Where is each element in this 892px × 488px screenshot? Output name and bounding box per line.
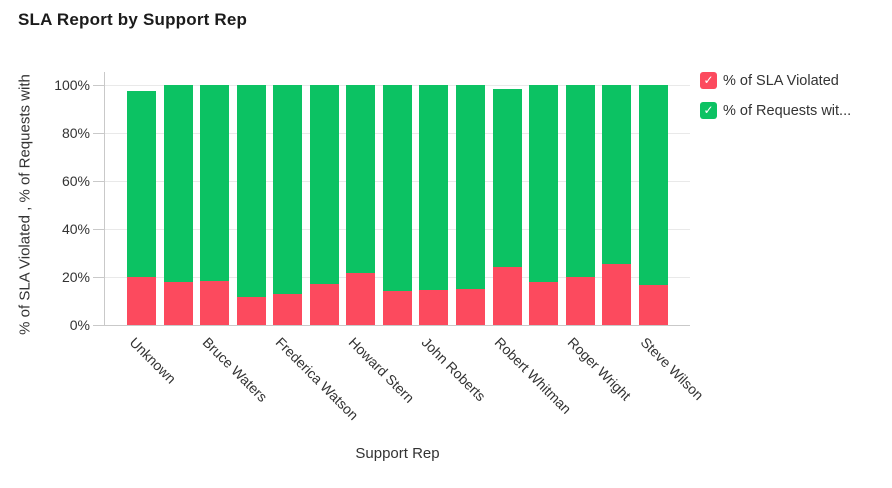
- y-tick-label: 60%: [61, 173, 90, 189]
- bar-segment-requests-within[interactable]: [602, 85, 632, 264]
- legend-label: % of Requests wit...: [723, 102, 852, 119]
- x-axis-line: [105, 324, 690, 326]
- bar-segment-sla-violated[interactable]: [127, 277, 156, 325]
- bar-segment-sla-violated[interactable]: [163, 281, 193, 325]
- bar-segment-sla-violated[interactable]: [346, 273, 376, 325]
- bar-segment-requests-within[interactable]: [492, 88, 522, 268]
- bar-group[interactable]: [602, 85, 632, 325]
- bar-segment-sla-violated[interactable]: [236, 297, 266, 325]
- bar-segment-sla-violated[interactable]: [638, 285, 668, 325]
- plot-area: [105, 85, 690, 325]
- bar-group[interactable]: [565, 85, 595, 325]
- y-tick-label: 80%: [61, 125, 90, 141]
- legend-checkbox-icon[interactable]: ✓: [700, 72, 717, 89]
- bar-segment-sla-violated[interactable]: [455, 289, 485, 325]
- bar-segment-requests-within[interactable]: [455, 85, 485, 289]
- bar-segment-sla-violated[interactable]: [309, 284, 339, 325]
- bar-segment-sla-violated[interactable]: [200, 280, 230, 325]
- y-tick-label: 100%: [54, 77, 90, 93]
- legend-checkbox-icon[interactable]: ✓: [700, 102, 717, 119]
- bar-segment-sla-violated[interactable]: [492, 267, 522, 325]
- legend-item-sla-violated[interactable]: ✓ % of SLA Violated: [700, 72, 851, 89]
- bar-segment-sla-violated[interactable]: [602, 263, 632, 325]
- y-axis-tick: [93, 228, 105, 230]
- bar-segment-requests-within[interactable]: [236, 85, 266, 298]
- bar-segment-requests-within[interactable]: [163, 85, 193, 282]
- bar-segment-requests-within[interactable]: [419, 85, 449, 291]
- y-axis-tick: [93, 132, 105, 134]
- bar-segment-sla-violated[interactable]: [565, 277, 595, 325]
- bar-segment-requests-within[interactable]: [638, 85, 668, 286]
- bar-segment-sla-violated[interactable]: [382, 291, 412, 325]
- x-tick-label: Robert Whitman: [491, 334, 575, 417]
- x-tick-label: Unknown: [126, 334, 179, 387]
- bar-group[interactable]: [529, 85, 559, 325]
- y-tick-label: 0%: [69, 317, 90, 333]
- y-axis-tick: [93, 180, 105, 182]
- x-tick-label: Roger Wright: [564, 334, 635, 404]
- y-tick-label: 40%: [61, 221, 90, 237]
- bar-segment-requests-within[interactable]: [346, 85, 376, 274]
- bar-segment-sla-violated[interactable]: [419, 290, 449, 325]
- legend: ✓ % of SLA Violated ✓ % of Requests wit...: [700, 72, 851, 132]
- x-tick-label: Howard Stern: [345, 334, 418, 406]
- bar-group[interactable]: [638, 85, 668, 325]
- bar-segment-requests-within[interactable]: [273, 85, 303, 294]
- bar-group[interactable]: [127, 85, 156, 325]
- bar-segment-sla-violated[interactable]: [273, 293, 303, 325]
- bar-group[interactable]: [382, 85, 412, 325]
- gridline: [105, 84, 690, 86]
- y-axis-line: [104, 72, 105, 325]
- bar-group[interactable]: [236, 85, 266, 325]
- bar-segment-requests-within[interactable]: [127, 91, 156, 277]
- y-axis-tick: [93, 276, 105, 278]
- bar-segment-requests-within[interactable]: [200, 85, 230, 281]
- y-axis-tick: [93, 84, 105, 86]
- bar-group[interactable]: [346, 85, 376, 325]
- legend-item-requests-within[interactable]: ✓ % of Requests wit...: [700, 102, 851, 119]
- bar-group[interactable]: [163, 85, 193, 325]
- bar-segment-requests-within[interactable]: [529, 85, 559, 282]
- x-tick-label: John Roberts: [418, 334, 489, 405]
- bar-segment-requests-within[interactable]: [565, 85, 595, 277]
- x-tick-label: Bruce Waters: [199, 334, 271, 405]
- bar-segment-sla-violated[interactable]: [529, 281, 559, 325]
- bar-segment-requests-within[interactable]: [309, 85, 339, 285]
- bar-group[interactable]: [455, 85, 485, 325]
- bar-group[interactable]: [419, 85, 449, 325]
- x-tick-label: Steve Wilson: [637, 334, 707, 404]
- x-axis-title: Support Rep: [355, 445, 440, 462]
- y-axis-tick: [93, 324, 105, 326]
- bar-group[interactable]: [273, 85, 303, 325]
- y-axis-title: % of SLA Violated , % of Requests with: [16, 74, 34, 335]
- bar-segment-requests-within[interactable]: [382, 85, 412, 292]
- y-tick-label: 20%: [61, 269, 90, 285]
- bar-group[interactable]: [200, 85, 230, 325]
- bar-group[interactable]: [309, 85, 339, 325]
- legend-label: % of SLA Violated: [723, 72, 839, 89]
- chart-title: SLA Report by Support Rep: [18, 10, 248, 29]
- bar-group[interactable]: [492, 85, 522, 325]
